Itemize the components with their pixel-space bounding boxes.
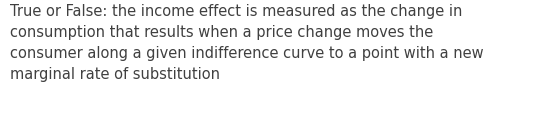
Text: True or False: the income effect is measured as the change in
consumption that r: True or False: the income effect is meas… (10, 4, 484, 82)
